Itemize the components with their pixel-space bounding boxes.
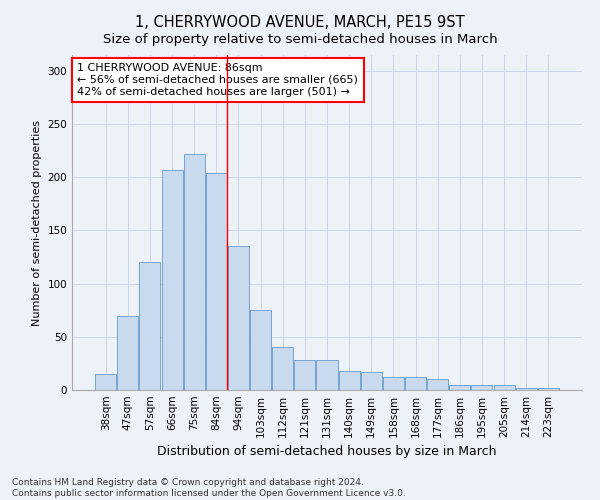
Bar — [316, 360, 338, 390]
Bar — [427, 380, 448, 390]
Bar — [118, 316, 139, 390]
Bar — [338, 371, 359, 390]
Bar — [295, 360, 316, 390]
Bar — [361, 372, 382, 390]
Bar — [206, 173, 227, 390]
Bar — [494, 384, 515, 390]
Bar — [95, 374, 116, 390]
Bar — [250, 310, 271, 390]
X-axis label: Distribution of semi-detached houses by size in March: Distribution of semi-detached houses by … — [157, 446, 497, 458]
Bar — [228, 246, 249, 390]
Bar — [449, 384, 470, 390]
Bar — [161, 170, 182, 390]
Bar — [515, 388, 536, 390]
Text: Contains HM Land Registry data © Crown copyright and database right 2024.
Contai: Contains HM Land Registry data © Crown c… — [12, 478, 406, 498]
Y-axis label: Number of semi-detached properties: Number of semi-detached properties — [32, 120, 42, 326]
Text: Size of property relative to semi-detached houses in March: Size of property relative to semi-detach… — [103, 32, 497, 46]
Bar — [139, 262, 160, 390]
Bar — [184, 154, 205, 390]
Bar — [472, 384, 493, 390]
Text: 1, CHERRYWOOD AVENUE, MARCH, PE15 9ST: 1, CHERRYWOOD AVENUE, MARCH, PE15 9ST — [135, 15, 465, 30]
Bar — [405, 377, 426, 390]
Text: 1 CHERRYWOOD AVENUE: 86sqm
← 56% of semi-detached houses are smaller (665)
42% o: 1 CHERRYWOOD AVENUE: 86sqm ← 56% of semi… — [77, 64, 358, 96]
Bar — [538, 388, 559, 390]
Bar — [383, 377, 404, 390]
Bar — [272, 348, 293, 390]
